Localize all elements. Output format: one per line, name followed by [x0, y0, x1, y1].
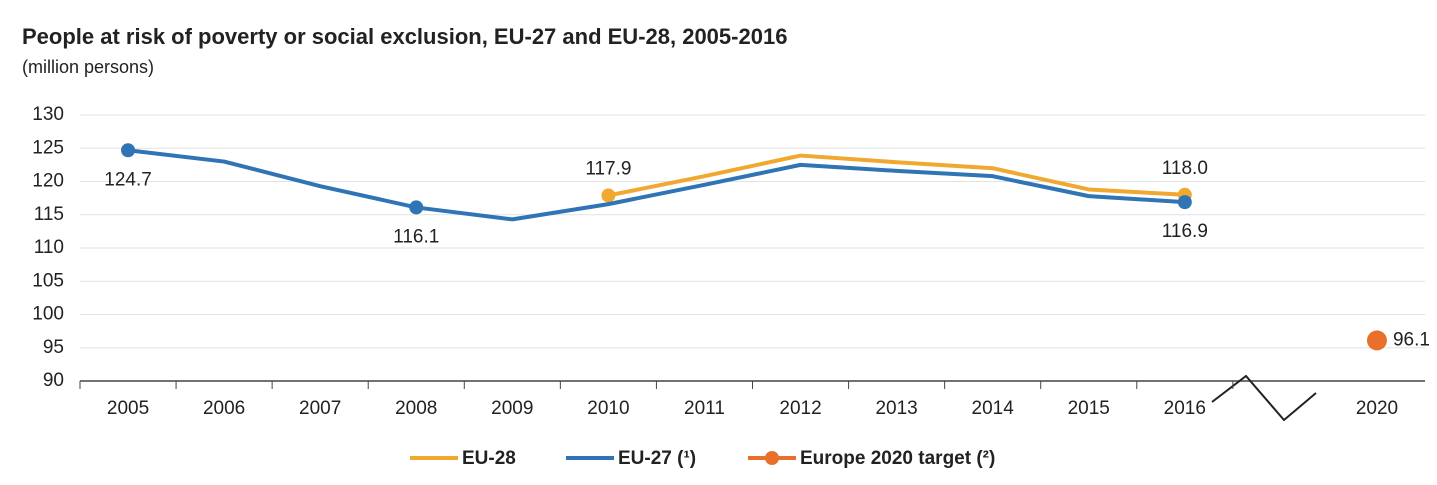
- x-tick-label: 2008: [395, 398, 437, 419]
- x-tick-label: 2010: [587, 398, 629, 419]
- x-tick-label: 2011: [684, 398, 725, 419]
- axis-break: [1211, 374, 1317, 422]
- y-tick-label: 125: [32, 137, 64, 158]
- y-tick-label: 130: [32, 104, 64, 125]
- legend-dot: [765, 451, 779, 465]
- y-tick-label: 110: [34, 237, 64, 258]
- series-line: [607, 153, 1185, 198]
- y-tick-label: 90: [43, 370, 64, 391]
- legend-label: EU-27 (¹): [618, 448, 696, 469]
- chart-title: People at risk of poverty or social excl…: [22, 24, 787, 49]
- data-label: 118.0: [1162, 158, 1208, 179]
- series-line: [127, 148, 1185, 222]
- y-tick-label: 100: [32, 304, 64, 325]
- legend-label: Europe 2020 target (²): [800, 448, 995, 469]
- data-point: [1366, 330, 1387, 351]
- legend-label: EU-28: [462, 448, 516, 469]
- x-tick-label: 2006: [203, 398, 245, 419]
- x-tick-label: 2005: [107, 398, 149, 419]
- x-tick-label: 2020: [1356, 398, 1398, 419]
- data-label: 116.9: [1162, 221, 1208, 242]
- data-label: 96.1: [1393, 329, 1430, 350]
- data-point: [409, 200, 424, 215]
- x-tick-label: 2012: [779, 398, 821, 419]
- data-label: 124.7: [104, 169, 152, 190]
- y-tick-label: 105: [32, 270, 64, 291]
- y-tick-label: 115: [34, 204, 64, 225]
- data-point: [121, 143, 136, 158]
- data-label: 116.1: [393, 226, 439, 247]
- y-tick-label: 95: [43, 337, 64, 358]
- x-tick-label: 2016: [1164, 398, 1206, 419]
- data-point: [601, 188, 616, 203]
- x-tick-label: 2014: [972, 398, 1015, 419]
- data-label: 117.9: [585, 158, 631, 179]
- data-point: [1177, 195, 1192, 210]
- chart-subtitle: (million persons): [22, 57, 154, 77]
- x-tick-label: 2015: [1068, 398, 1110, 419]
- x-tick-label: 2013: [875, 398, 917, 419]
- x-tick-label: 2009: [491, 398, 533, 419]
- x-tick-label: 2007: [299, 398, 341, 419]
- y-tick-label: 120: [32, 171, 64, 192]
